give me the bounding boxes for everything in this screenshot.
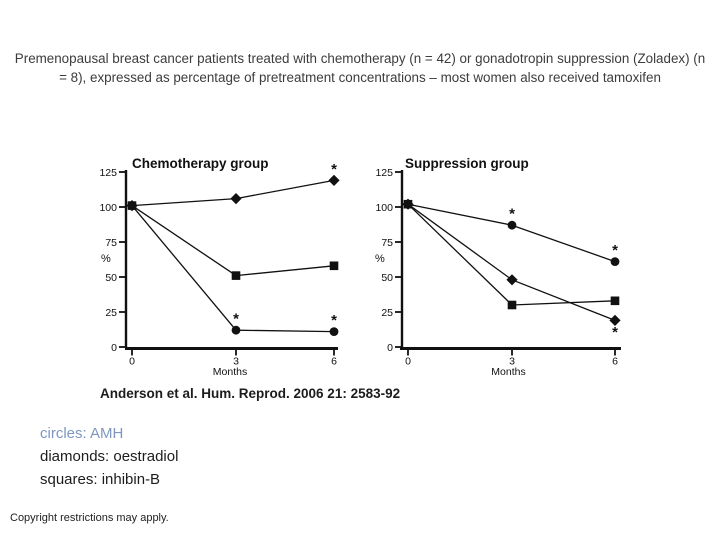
svg-text:0: 0 [387,342,393,354]
svg-text:Months: Months [213,366,247,378]
svg-text:3: 3 [233,356,239,368]
svg-text:*: * [612,242,618,259]
copyright-text: Copyright restrictions may apply. [10,512,169,524]
svg-text:125: 125 [375,167,393,179]
svg-text:75: 75 [105,237,117,249]
svg-text:Chemotherapy group: Chemotherapy group [132,156,269,171]
figure-area: Chemotherapy group 0 25 50 75 100 125 0 3 6 Months… [0,148,720,390]
svg-text:25: 25 [381,307,393,319]
svg-text:%: % [375,253,385,265]
svg-text:6: 6 [331,356,337,368]
svg-text:0: 0 [129,356,135,368]
svg-text:*: * [509,206,515,223]
svg-text:125: 125 [100,167,117,179]
svg-text:*: * [331,161,337,178]
svg-text:100: 100 [100,202,117,214]
legend-item-diamonds: diamonds: oestradiol [40,448,179,465]
svg-text:*: * [331,312,337,329]
citation-text: Anderson et al. Hum. Reprod. 2006 21: 25… [100,386,401,401]
chart-chemotherapy-group: Chemotherapy group 0 25 50 75 100 125 0 3 6 Months… [100,156,340,378]
svg-text:50: 50 [105,272,117,284]
chart-suppression-group: Suppression group 0 25 50 75 100 125 0 3 6 Months%… [375,156,621,378]
svg-text:3: 3 [509,356,515,368]
svg-text:100: 100 [375,202,393,214]
slide-title: Premenopausal breast cancer patients tre… [14,51,706,85]
svg-text:Months: Months [491,366,525,378]
svg-text:25: 25 [105,307,117,319]
svg-text:6: 6 [612,356,618,368]
svg-text:0: 0 [111,342,117,354]
legend-item-squares: squares: inhibin-B [40,471,161,488]
svg-text:*: * [233,311,239,328]
marker-legend: circles: AMH diamonds: oestradiol square… [40,422,178,491]
svg-text:%: % [101,253,111,265]
svg-text:0: 0 [405,356,411,368]
svg-text:Suppression group: Suppression group [405,156,529,171]
svg-text:*: * [612,324,618,341]
svg-text:50: 50 [381,272,393,284]
legend-item-circles: circles: AMH [40,425,124,442]
svg-text:75: 75 [381,237,393,249]
